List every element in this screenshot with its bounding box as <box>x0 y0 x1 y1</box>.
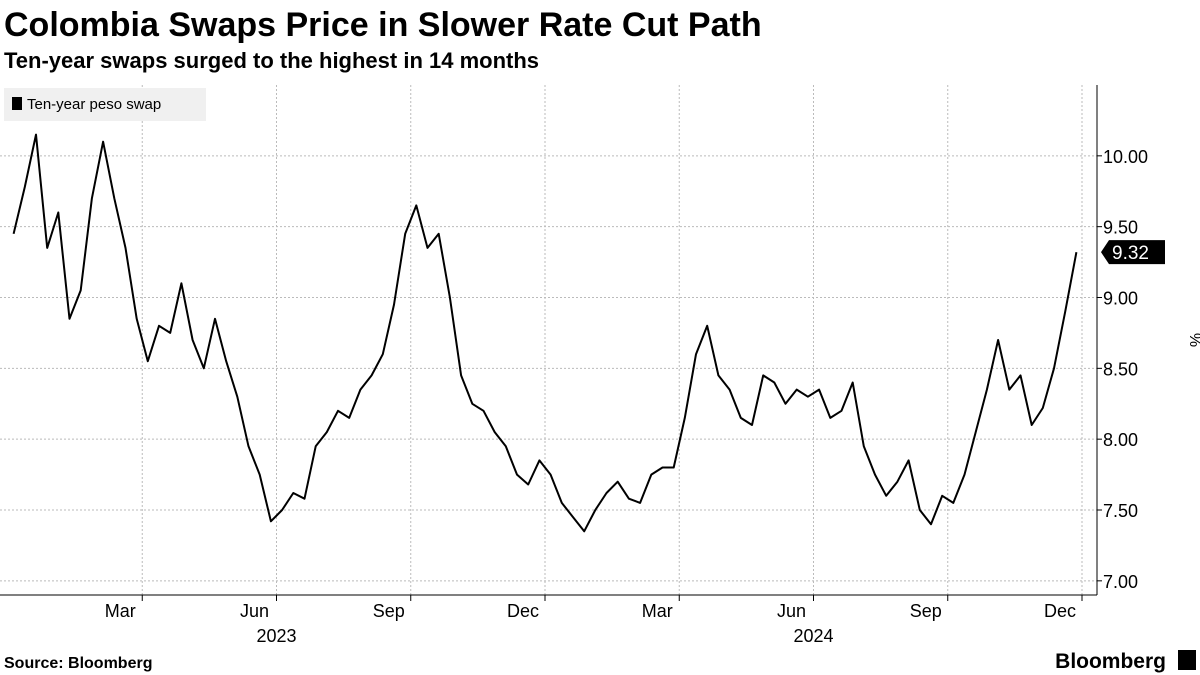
y-tick-label: 8.50 <box>1103 359 1138 379</box>
x-tick-label: Dec <box>1044 601 1076 621</box>
x-tick-label: Mar <box>105 601 136 621</box>
source: Source: Bloomberg <box>4 655 152 672</box>
chart-title: Colombia Swaps Price in Slower Rate Cut … <box>4 6 762 44</box>
x-tick-label: Sep <box>910 601 942 621</box>
end-label-tag <box>1101 240 1165 265</box>
x-tick-label: Dec <box>507 601 539 621</box>
brand: Bloomberg <box>1055 650 1166 673</box>
x-tick-label: Sep <box>373 601 405 621</box>
y-tick-label: 8.00 <box>1103 430 1138 450</box>
x-tick-label: Mar <box>642 601 673 621</box>
x-tick-label: Jun <box>240 601 269 621</box>
x-tick-label: Jun <box>777 601 806 621</box>
x-year-label: 2023 <box>256 626 296 646</box>
legend-swatch <box>12 97 22 110</box>
y-tick-label: 7.00 <box>1103 572 1138 592</box>
x-year-label: 2024 <box>793 626 833 646</box>
line-series <box>12 133 1078 533</box>
y-axis-label: % <box>1186 333 1200 347</box>
y-tick-label: 7.50 <box>1103 501 1138 521</box>
legend-box <box>4 88 206 121</box>
chart-subtitle: Ten-year swaps surged to the highest in … <box>4 48 539 73</box>
end-label: 9.32 <box>1112 243 1149 264</box>
y-tick-label: 9.50 <box>1103 218 1138 238</box>
brand-icon <box>1178 650 1196 670</box>
legend-label: Ten-year peso swap <box>27 96 161 113</box>
y-tick-label: 10.00 <box>1103 147 1148 167</box>
y-tick-label: 9.00 <box>1103 289 1138 309</box>
